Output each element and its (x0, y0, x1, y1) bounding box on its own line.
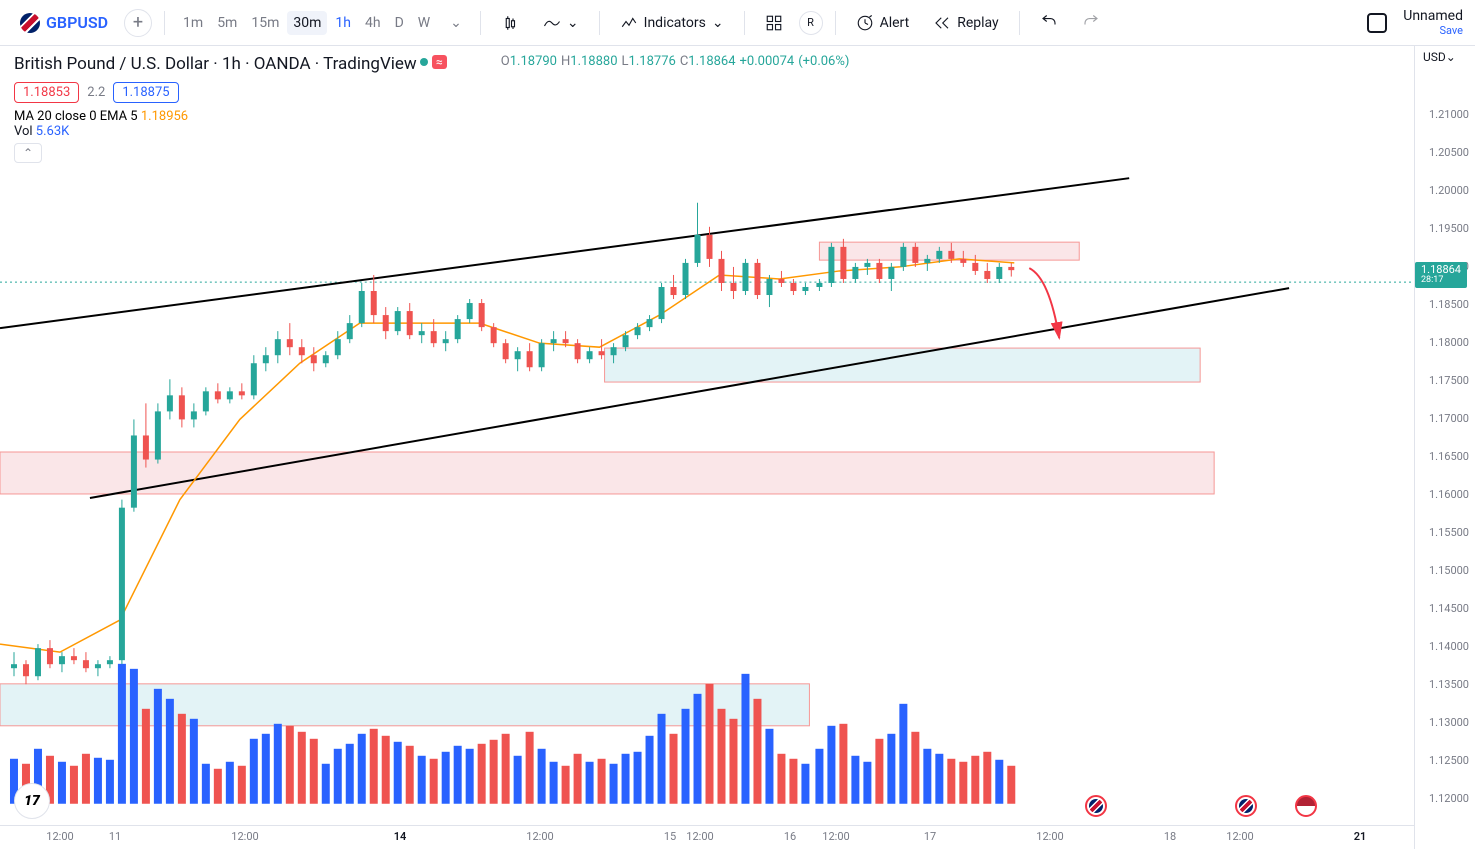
candle-style-button[interactable] (493, 10, 527, 36)
time-tick: 12:00 (46, 830, 73, 843)
indicators-button[interactable]: Indicators ⌄ (612, 10, 732, 36)
timeframe-4h[interactable]: 4h (359, 11, 387, 35)
separator (599, 11, 600, 35)
time-tick: 12:00 (686, 830, 713, 843)
current-price-marker: 1.1886428:17 (1415, 262, 1467, 288)
vol-label: Vol (14, 124, 33, 139)
alert-label: Alert (880, 15, 910, 31)
price-tick: 1.16500 (1429, 450, 1469, 463)
time-tick: 12:00 (1036, 830, 1063, 843)
spread-label: 2.2 (87, 85, 105, 100)
uk-flag-icon (20, 13, 40, 33)
r-button[interactable]: R (799, 11, 823, 35)
separator (835, 11, 836, 35)
top-toolbar: GBPUSD + 1m5m15m30m1h4hDW ⌄ ⌄ Indicators… (0, 0, 1475, 46)
price-tick: 1.17500 (1429, 374, 1469, 387)
separator (480, 11, 481, 35)
separator (744, 11, 745, 35)
ma-value: 1.18956 (141, 109, 188, 124)
line-wave-icon (543, 14, 561, 32)
layout-title: Unnamed (1403, 8, 1463, 24)
grid-icon (765, 14, 783, 32)
price-tick: 1.13000 (1429, 716, 1469, 729)
time-tick: 17 (924, 830, 936, 843)
time-tick: 12:00 (822, 830, 849, 843)
price-tick: 1.13500 (1429, 678, 1469, 691)
symbol-label: GBPUSD (46, 13, 108, 32)
time-tick: 18 (1164, 830, 1176, 843)
price-tick: 1.12500 (1429, 754, 1469, 767)
price-tick: 1.14500 (1429, 602, 1469, 615)
line-style-button[interactable]: ⌄ (535, 10, 587, 36)
chart-title: British Pound / U.S. Dollar · 1h · OANDA… (14, 54, 417, 74)
price-tick: 1.19500 (1429, 222, 1469, 235)
event-us-icon[interactable] (1295, 795, 1317, 817)
event-uk-icon[interactable] (1235, 795, 1257, 817)
chart-area: British Pound / U.S. Dollar · 1h · OANDA… (0, 46, 1475, 849)
price-tick: 1.16000 (1429, 488, 1469, 501)
ma-label: MA 20 close 0 EMA 5 (14, 109, 138, 124)
templates-button[interactable] (757, 10, 791, 36)
time-tick: 11 (109, 830, 121, 843)
alert-button[interactable]: Alert (848, 10, 918, 36)
price-tick: 1.21000 (1429, 108, 1469, 121)
add-symbol-button[interactable]: + (124, 9, 152, 37)
chart-main[interactable]: British Pound / U.S. Dollar · 1h · OANDA… (0, 46, 1415, 849)
price-tick: 1.17000 (1429, 412, 1469, 425)
time-tick: 14 (394, 830, 407, 843)
price-tick: 1.18500 (1429, 298, 1469, 311)
time-axis: 12:00 11 12:00 14 12:00 15 12:00 16 12:00 17 12:00… (0, 825, 1414, 849)
replay-button[interactable]: Replay (925, 10, 1006, 36)
collapse-button[interactable]: ⌃ (14, 143, 42, 163)
price-tick: 1.15000 (1429, 564, 1469, 577)
candle-icon (501, 14, 519, 32)
currency-label[interactable]: USD⌄ (1423, 50, 1456, 64)
timeframe-30m[interactable]: 30m (287, 11, 327, 35)
price-tick: 1.20500 (1429, 146, 1469, 159)
timeframe-1m[interactable]: 1m (177, 11, 209, 35)
timeframe-D[interactable]: D (389, 11, 410, 35)
info-panel: British Pound / U.S. Dollar · 1h · OANDA… (14, 54, 417, 163)
vol-value: 5.63K (36, 124, 70, 139)
save-link[interactable]: Save (1403, 24, 1463, 37)
replay-icon (933, 14, 951, 32)
square-icon (1367, 13, 1387, 33)
price-tick: 1.15500 (1429, 526, 1469, 539)
redo-icon (1082, 14, 1100, 32)
price-tick: 1.20000 (1429, 184, 1469, 197)
timeframe-W[interactable]: W (412, 11, 436, 35)
event-uk-icon[interactable] (1085, 795, 1107, 817)
replay-label: Replay (957, 15, 998, 31)
price-tick: 1.18000 (1429, 336, 1469, 349)
undo-button[interactable] (1032, 10, 1066, 36)
timeframe-group: 1m5m15m30m1h4hDW (177, 11, 436, 35)
layout-name[interactable]: Unnamed Save (1367, 8, 1463, 37)
symbol-selector[interactable]: GBPUSD (12, 9, 116, 37)
time-tick: 15 (664, 830, 676, 843)
separator (164, 11, 165, 35)
price-tick: 1.12000 (1429, 792, 1469, 805)
time-tick: 12:00 (526, 830, 553, 843)
chart-canvas[interactable] (0, 46, 1414, 849)
time-tick: 21 (1354, 830, 1367, 843)
indicators-label: Indicators (644, 15, 706, 31)
undo-icon (1040, 14, 1058, 32)
price-axis[interactable]: USD⌄ 1.210001.205001.200001.195001.19000… (1415, 46, 1475, 849)
redo-button[interactable] (1074, 10, 1108, 36)
time-tick: 12:00 (231, 830, 258, 843)
ask-pill[interactable]: 1.18875 (113, 82, 178, 103)
bid-pill[interactable]: 1.18853 (14, 82, 79, 103)
separator (1019, 11, 1020, 35)
alert-icon (856, 14, 874, 32)
timeframe-more[interactable]: ⌄ (444, 11, 468, 35)
tradingview-logo[interactable]: 17 (14, 783, 50, 819)
timeframe-5m[interactable]: 5m (211, 11, 243, 35)
timeframe-1h[interactable]: 1h (329, 11, 357, 35)
timeframe-15m[interactable]: 15m (245, 11, 285, 35)
indicators-icon (620, 14, 638, 32)
time-tick: 12:00 (1226, 830, 1253, 843)
price-tick: 1.14000 (1429, 640, 1469, 653)
time-tick: 16 (784, 830, 796, 843)
